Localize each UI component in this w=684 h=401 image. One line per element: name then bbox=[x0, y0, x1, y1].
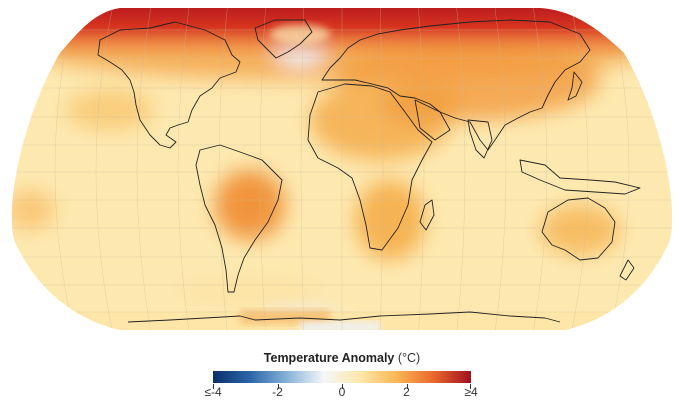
india-outline bbox=[467, 119, 493, 159]
colorbar-tick bbox=[470, 384, 471, 389]
legend: Temperature Anomaly (°C) ≤-4 -2 0 2 ≥4 bbox=[0, 340, 684, 401]
australia-outline bbox=[541, 197, 616, 261]
legend-unit: (°C) bbox=[397, 351, 421, 365]
colorbar-tick-label: ≤-4 bbox=[204, 385, 222, 399]
new-zealand-outline bbox=[619, 259, 635, 281]
antarctica-outline bbox=[127, 311, 561, 323]
temperature-anomaly-map bbox=[11, 8, 673, 330]
se-asia-islands-outline bbox=[519, 159, 641, 195]
colorbar-tick bbox=[213, 384, 214, 389]
japan-outline bbox=[567, 71, 583, 101]
greenland-outline bbox=[254, 19, 313, 59]
south-america-outline bbox=[195, 144, 283, 293]
madagascar-outline bbox=[419, 199, 435, 231]
north-america-outline bbox=[97, 21, 241, 149]
colorbar-tick-label: ≥4 bbox=[464, 385, 478, 399]
colorbar-tick-label: 2 bbox=[403, 385, 410, 399]
africa-outline bbox=[307, 83, 433, 251]
globe bbox=[11, 8, 673, 330]
colorbar-tick-label: -2 bbox=[272, 385, 283, 399]
colorbar-tick bbox=[342, 384, 343, 389]
eurasia-outline bbox=[321, 19, 591, 151]
colorbar-tick bbox=[277, 384, 279, 389]
legend-title: Temperature Anomaly (°C) bbox=[0, 351, 684, 365]
colorbar bbox=[213, 371, 471, 383]
legend-title-text: Temperature Anomaly bbox=[263, 351, 395, 365]
arabia-outline bbox=[414, 99, 451, 141]
coastlines bbox=[97, 19, 641, 323]
colorbar-tick bbox=[406, 384, 408, 389]
colorbar-tick-label: 0 bbox=[338, 385, 346, 399]
